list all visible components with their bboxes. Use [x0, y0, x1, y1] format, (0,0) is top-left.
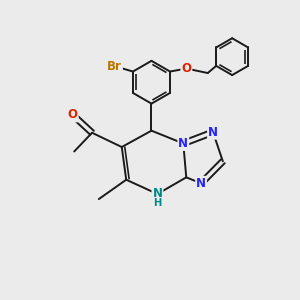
Text: N: N [196, 177, 206, 190]
Text: N: N [152, 188, 162, 200]
Text: N: N [178, 137, 188, 150]
Text: N: N [208, 126, 218, 139]
Text: O: O [68, 108, 78, 122]
Text: O: O [182, 62, 191, 75]
Text: Br: Br [107, 60, 122, 73]
Text: H: H [153, 199, 162, 208]
